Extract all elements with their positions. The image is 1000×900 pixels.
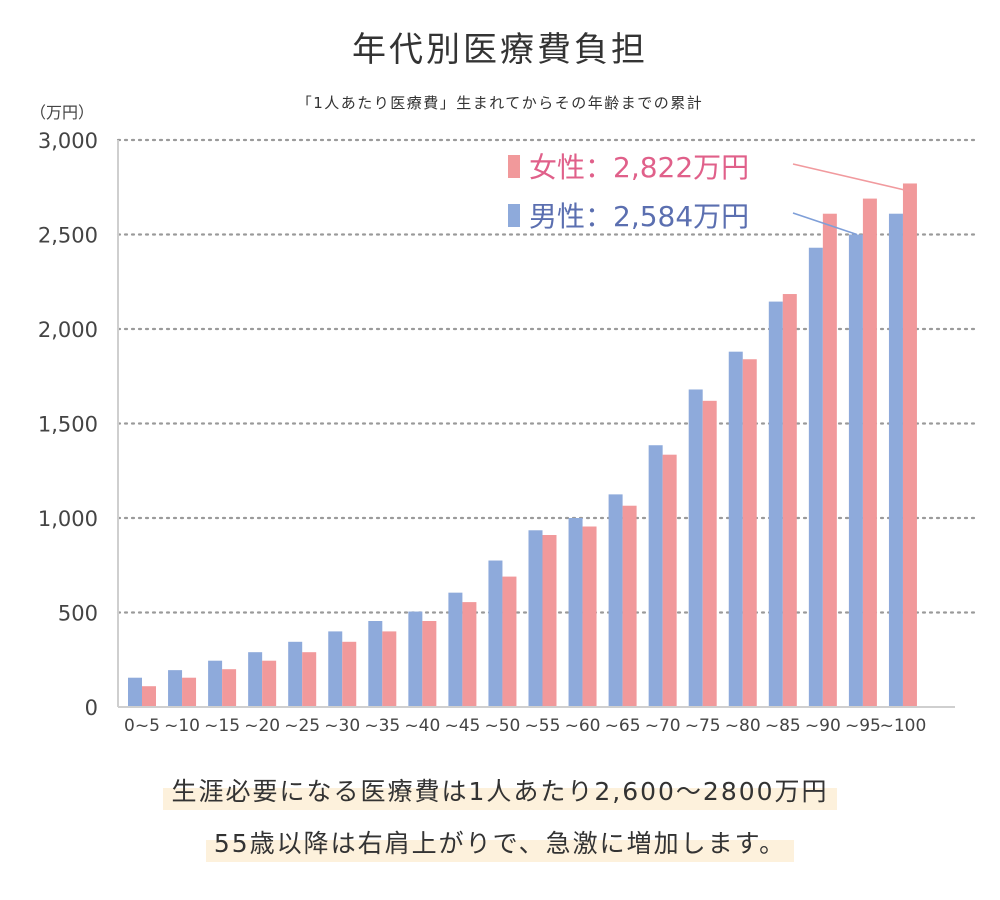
y-axis-unit-label: （万円） [30, 103, 94, 122]
bar-female [902, 183, 917, 708]
x-tick-label: ~65 [605, 716, 641, 736]
x-tick-label: ~35 [364, 716, 400, 736]
bars [128, 183, 917, 708]
bar-male [208, 660, 223, 707]
bar-female [262, 660, 277, 707]
bar-male [368, 621, 383, 707]
bar-male [528, 530, 543, 707]
bar-female [502, 576, 517, 707]
y-tick-label: 500 [58, 602, 98, 626]
y-tick-label: 1,000 [38, 507, 98, 531]
x-tick-label: ~30 [324, 716, 360, 736]
bar-female [382, 631, 397, 707]
y-tick-label: 1,500 [38, 413, 98, 437]
bar-female [182, 677, 197, 707]
bar-female [422, 621, 437, 707]
x-tick-label: ~15 [204, 716, 240, 736]
x-tick-label: ~100 [880, 716, 927, 736]
x-tick-label: ~25 [284, 716, 320, 736]
chart-subtitle: 「1人あたり医療費」生まれてからその年齢までの累計 [296, 94, 704, 112]
bar-female [662, 454, 677, 707]
bar-male [768, 301, 783, 707]
x-tick-label: ~55 [525, 716, 561, 736]
bar-female [622, 505, 637, 707]
legend-swatch-male [508, 204, 520, 227]
x-tick-label: ~60 [565, 716, 601, 736]
bar-female [582, 526, 597, 707]
bar-male [728, 351, 743, 707]
bar-male [888, 213, 903, 707]
bar-female [742, 359, 757, 707]
legend-label-female: 女性：2,822万円 [529, 151, 749, 184]
x-tick-label: ~10 [164, 716, 200, 736]
leader-line-male [792, 212, 858, 236]
bar-male [408, 611, 423, 707]
bar-female [702, 400, 717, 707]
y-axis: （万円） 0 500 1,000 1,500 2,000 2,500 3,000 [30, 103, 119, 720]
bar-female [542, 535, 557, 707]
x-axis: 0~5 ~10 ~15 ~20 ~25 ~30 ~35 ~40 ~45 ~50 ~55 ~60 ~65 ~… [118, 706, 955, 736]
bar-male [328, 631, 343, 707]
bar-male [568, 518, 583, 707]
note-line-1: 生涯必要になる医療費は1人あたり2,600～2800万円 [163, 770, 837, 810]
bar-female [862, 198, 877, 707]
bar-female [782, 294, 797, 707]
x-tick-label: ~75 [685, 716, 721, 736]
x-tick-label: ~85 [765, 716, 801, 736]
bar-male [288, 641, 303, 707]
summary-notes: 生涯必要になる医療費は1人あたり2,600～2800万円 55歳以降は右肩上がり… [0, 770, 1000, 874]
x-tick-label: ~90 [805, 716, 841, 736]
note-line-2: 55歳以降は右肩上がりで、急激に増加します。 [205, 822, 795, 862]
x-tick-label: ~40 [404, 716, 440, 736]
bar-female [822, 213, 837, 707]
x-tick-label: ~80 [725, 716, 761, 736]
bar-male [608, 494, 623, 707]
legend-swatch-female [508, 155, 520, 178]
x-tick-label: ~20 [244, 716, 280, 736]
bar-female [302, 652, 317, 707]
bar-male [848, 234, 863, 707]
y-tick-label: 2,500 [38, 224, 98, 248]
bar-male [168, 670, 183, 707]
bar-male [808, 247, 823, 708]
bar-female [462, 602, 477, 707]
bar-male [128, 677, 142, 707]
x-tick-label: 0~5 [124, 716, 160, 736]
y-tick-label: 0 [85, 696, 98, 720]
leader-line-female [792, 163, 912, 193]
legend-label-male: 男性：2,584万円 [529, 200, 749, 233]
bar-female [342, 641, 357, 707]
bar-female [222, 669, 237, 707]
x-tick-label: ~50 [485, 716, 521, 736]
x-tick-label: ~95 [845, 716, 881, 736]
bar-male [488, 560, 503, 707]
y-tick-label: 2,000 [38, 318, 98, 342]
bar-male [648, 445, 663, 707]
bar-male [248, 652, 263, 707]
y-tick-label: 3,000 [38, 129, 98, 153]
bar-female [142, 686, 156, 707]
bar-male [688, 389, 703, 707]
x-tick-label: ~70 [645, 716, 681, 736]
chart-title: 年代別医療費負担 [352, 30, 648, 70]
x-tick-label: ~45 [444, 716, 480, 736]
bar-male [448, 592, 463, 707]
